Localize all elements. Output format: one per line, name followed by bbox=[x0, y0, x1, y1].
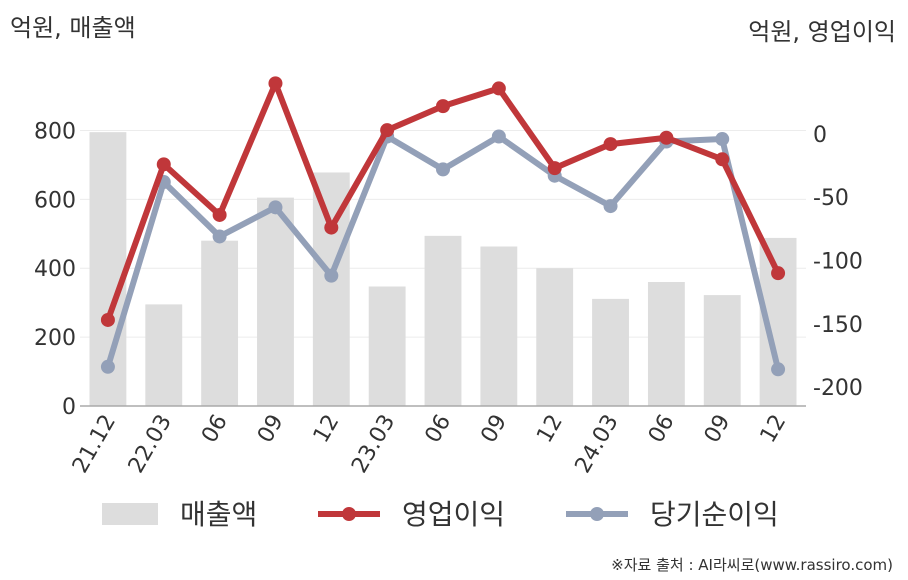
point-operating-profit bbox=[100, 312, 115, 327]
x-axis-tick-label: 09 bbox=[700, 411, 736, 448]
point-operating-profit bbox=[603, 137, 618, 152]
point-operating-profit bbox=[380, 123, 395, 138]
point-net-income bbox=[715, 132, 730, 147]
x-axis-tick-label: 24.03 bbox=[571, 411, 624, 478]
point-net-income bbox=[603, 199, 618, 214]
series-lines bbox=[100, 76, 786, 377]
revenue-bars bbox=[89, 132, 797, 406]
legend-label-operating-profit: 영업이익 bbox=[402, 498, 505, 531]
x-axis-tick-label: 09 bbox=[253, 411, 289, 448]
x-axis-tick-label: 21.12 bbox=[68, 411, 121, 478]
legend: 매출액 영업이익 당기순이익 bbox=[102, 498, 779, 531]
bar-revenue bbox=[145, 304, 183, 406]
point-net-income bbox=[491, 129, 506, 144]
x-axis-tick-label: 12 bbox=[309, 411, 345, 448]
legend-label-revenue: 매출액 bbox=[180, 498, 257, 531]
x-axis-tick-label: 23.03 bbox=[347, 411, 400, 478]
x-axis-tick-label: 09 bbox=[476, 411, 512, 448]
legend-marker-net-income bbox=[590, 507, 604, 521]
point-operating-profit bbox=[771, 266, 786, 281]
left-axis-tick-label: 200 bbox=[34, 326, 76, 351]
left-axis-tick-label: 0 bbox=[62, 395, 76, 420]
right-axis-tick-label: -150 bbox=[813, 313, 863, 338]
legend-swatch-revenue bbox=[102, 503, 158, 525]
bar-revenue bbox=[201, 240, 239, 406]
point-operating-profit bbox=[659, 130, 674, 145]
point-net-income bbox=[771, 362, 786, 377]
x-axis-tick-label: 06 bbox=[197, 411, 233, 448]
bar-revenue bbox=[480, 246, 518, 406]
point-operating-profit bbox=[491, 81, 506, 96]
x-axis-tick-label: 22.03 bbox=[124, 411, 177, 478]
legend-label-net-income: 당기순이익 bbox=[650, 498, 779, 531]
left-axis-tick-label: 600 bbox=[34, 188, 76, 213]
bar-revenue bbox=[592, 298, 629, 406]
right-axis-tick-label: 0 bbox=[813, 123, 827, 148]
point-net-income bbox=[324, 268, 339, 283]
bar-revenue bbox=[368, 286, 406, 406]
point-operating-profit bbox=[715, 152, 730, 167]
point-operating-profit bbox=[212, 207, 227, 222]
point-net-income bbox=[436, 162, 450, 177]
legend-marker-operating-profit bbox=[342, 507, 356, 521]
x-axis-tick-label: 06 bbox=[421, 411, 457, 448]
bar-revenue bbox=[536, 268, 574, 406]
point-net-income bbox=[212, 229, 227, 244]
bar-revenue bbox=[647, 282, 685, 406]
point-operating-profit bbox=[156, 157, 171, 172]
point-operating-profit bbox=[436, 99, 450, 114]
x-axis-tick-label: 12 bbox=[756, 411, 792, 448]
left-axis-tick-label: 800 bbox=[34, 119, 76, 144]
left-axis-tick-label: 400 bbox=[34, 257, 76, 282]
point-operating-profit bbox=[324, 220, 339, 235]
bar-revenue bbox=[703, 295, 741, 406]
x-axis-tick-label: 06 bbox=[644, 411, 680, 448]
source-note: ※자료 출처 : AI라씨로(www.rassiro.com) bbox=[611, 556, 893, 574]
point-operating-profit bbox=[268, 76, 283, 91]
right-axis-unit-label: 억원, 영업이익 bbox=[748, 18, 896, 46]
bar-revenue bbox=[424, 235, 462, 406]
right-axis-tick-label: -100 bbox=[813, 249, 863, 274]
point-operating-profit bbox=[547, 161, 562, 176]
point-net-income bbox=[100, 359, 115, 374]
point-net-income bbox=[268, 200, 283, 215]
right-axis-tick-label: -200 bbox=[813, 376, 863, 401]
x-axis-tick-label: 12 bbox=[532, 411, 568, 448]
bar-revenue bbox=[257, 197, 294, 406]
right-axis-tick-label: -50 bbox=[813, 186, 849, 211]
left-axis-unit-label: 억원, 매출액 bbox=[10, 14, 136, 42]
